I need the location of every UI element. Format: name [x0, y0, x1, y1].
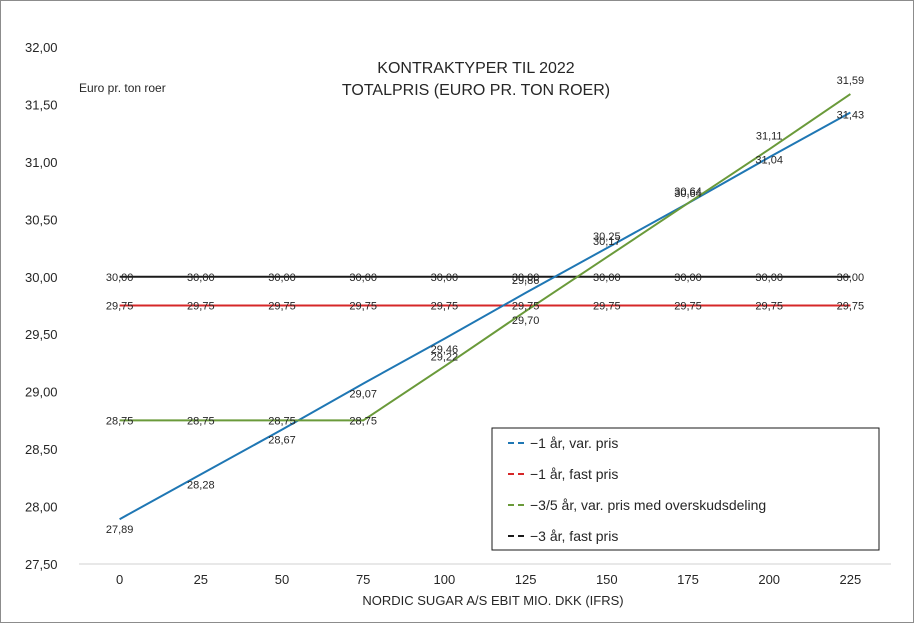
series-lines — [119, 93, 851, 521]
data-label: 29,75 — [755, 301, 783, 313]
data-label: 29,46 — [431, 344, 459, 356]
data-label: 28,75 — [187, 415, 215, 427]
series-line-0 — [119, 111, 851, 521]
data-label: 28,75 — [268, 415, 296, 427]
data-label: 29,75 — [512, 301, 540, 313]
data-label: 29,22 — [431, 351, 459, 363]
x-tick-label: 150 — [596, 572, 618, 587]
x-tick-label: 25 — [194, 572, 208, 587]
legend-box — [491, 427, 880, 551]
y-tick-label: 30,00 — [25, 270, 58, 285]
y-tick-label: 29,00 — [25, 385, 58, 400]
data-label: 31,11 — [756, 130, 783, 142]
x-tick-label: 50 — [275, 572, 289, 587]
data-label: 30,25 — [593, 231, 621, 243]
x-tick-label: 100 — [434, 572, 456, 587]
x-tick-label: 75 — [356, 572, 370, 587]
x-axis-label: NORDIC SUGAR A/S EBIT MIO. DKK (IFRS) — [362, 593, 623, 608]
data-label: 29,75 — [837, 301, 865, 313]
data-label: 29,75 — [431, 301, 459, 313]
data-label: 30,00 — [431, 272, 459, 284]
data-label: 30,00 — [593, 272, 621, 284]
data-label: 29,75 — [674, 301, 702, 313]
legend: −1 år, var. pris −1 år, fast pris −3/5 år,… — [491, 427, 880, 551]
legend-entry-0: −1 år, var. pris — [530, 435, 618, 451]
legend-entry-1: −1 år, fast pris — [530, 466, 618, 482]
data-label: 30,00 — [349, 272, 377, 284]
y-tick-label: 28,50 — [25, 442, 58, 457]
data-label: 28,28 — [187, 479, 215, 491]
x-axis: 0 25 50 75 100 125 150 175 200 225 — [79, 563, 891, 587]
data-label: 28,67 — [268, 435, 296, 447]
chart-title-line-1: KONTRAKTYPER TIL 2022 — [377, 60, 575, 77]
data-label: 30,17 — [593, 236, 621, 248]
x-tick-label: 200 — [758, 572, 780, 587]
data-label: 29,75 — [187, 301, 215, 313]
data-labels: 27,89 28,28 28,67 29,07 29,46 29,86 30,25 30,64… — [106, 75, 864, 536]
y-tick-label: 29,50 — [25, 327, 58, 342]
data-label: 29,07 — [349, 389, 377, 401]
data-label: 28,75 — [106, 415, 134, 427]
data-label: 30,64 — [674, 186, 702, 198]
data-label: 30,00 — [837, 272, 865, 284]
data-label: 30,00 — [512, 272, 540, 284]
data-label: 31,43 — [837, 109, 865, 121]
y-tick-label: 28,00 — [25, 500, 58, 515]
data-label: 30,00 — [755, 272, 783, 284]
data-label: 29,70 — [512, 315, 540, 327]
data-label: 28,75 — [349, 415, 377, 427]
x-tick-label: 175 — [677, 572, 699, 587]
chart-title: KONTRAKTYPER TIL 2022 TOTALPRIS (EURO PR… — [342, 60, 610, 99]
data-label: 29,75 — [268, 301, 296, 313]
y-tick-label: 30,50 — [25, 212, 58, 227]
y-tick-label: 31,00 — [25, 155, 58, 170]
data-label: 30,00 — [268, 272, 296, 284]
data-label: 29,75 — [593, 301, 621, 313]
series-line-2 — [119, 93, 851, 422]
data-label: 30,64 — [674, 188, 702, 200]
unit-label: Euro pr. ton roer — [79, 81, 166, 95]
data-label: 30,00 — [187, 272, 215, 284]
x-tick-label: 225 — [840, 572, 862, 587]
data-label: 27,89 — [106, 524, 134, 536]
data-label: 30,00 — [106, 272, 134, 284]
data-label: 30,00 — [674, 272, 702, 284]
y-tick-label: 31,50 — [25, 97, 58, 112]
data-label: 29,75 — [349, 301, 377, 313]
y-tick-label: 27,50 — [25, 557, 58, 572]
legend-entry-2: −3/5 år, var. pris med overskudsdeling — [530, 497, 766, 513]
chart-title-line-2: TOTALPRIS (EURO PR. TON ROER) — [342, 82, 610, 99]
legend-entry-3: −3 år, fast pris — [530, 528, 618, 544]
data-label: 31,59 — [837, 75, 865, 87]
y-axis: 27,50 28,00 28,50 29,00 29,50 30,00 30,50 31,00… — [25, 40, 58, 572]
data-label: 31,04 — [755, 154, 783, 166]
y-tick-label: 32,00 — [25, 40, 58, 55]
x-tick-label: 0 — [116, 572, 123, 587]
x-tick-label: 125 — [515, 572, 537, 587]
data-label: 29,75 — [106, 301, 134, 313]
data-label: 29,86 — [512, 275, 540, 287]
